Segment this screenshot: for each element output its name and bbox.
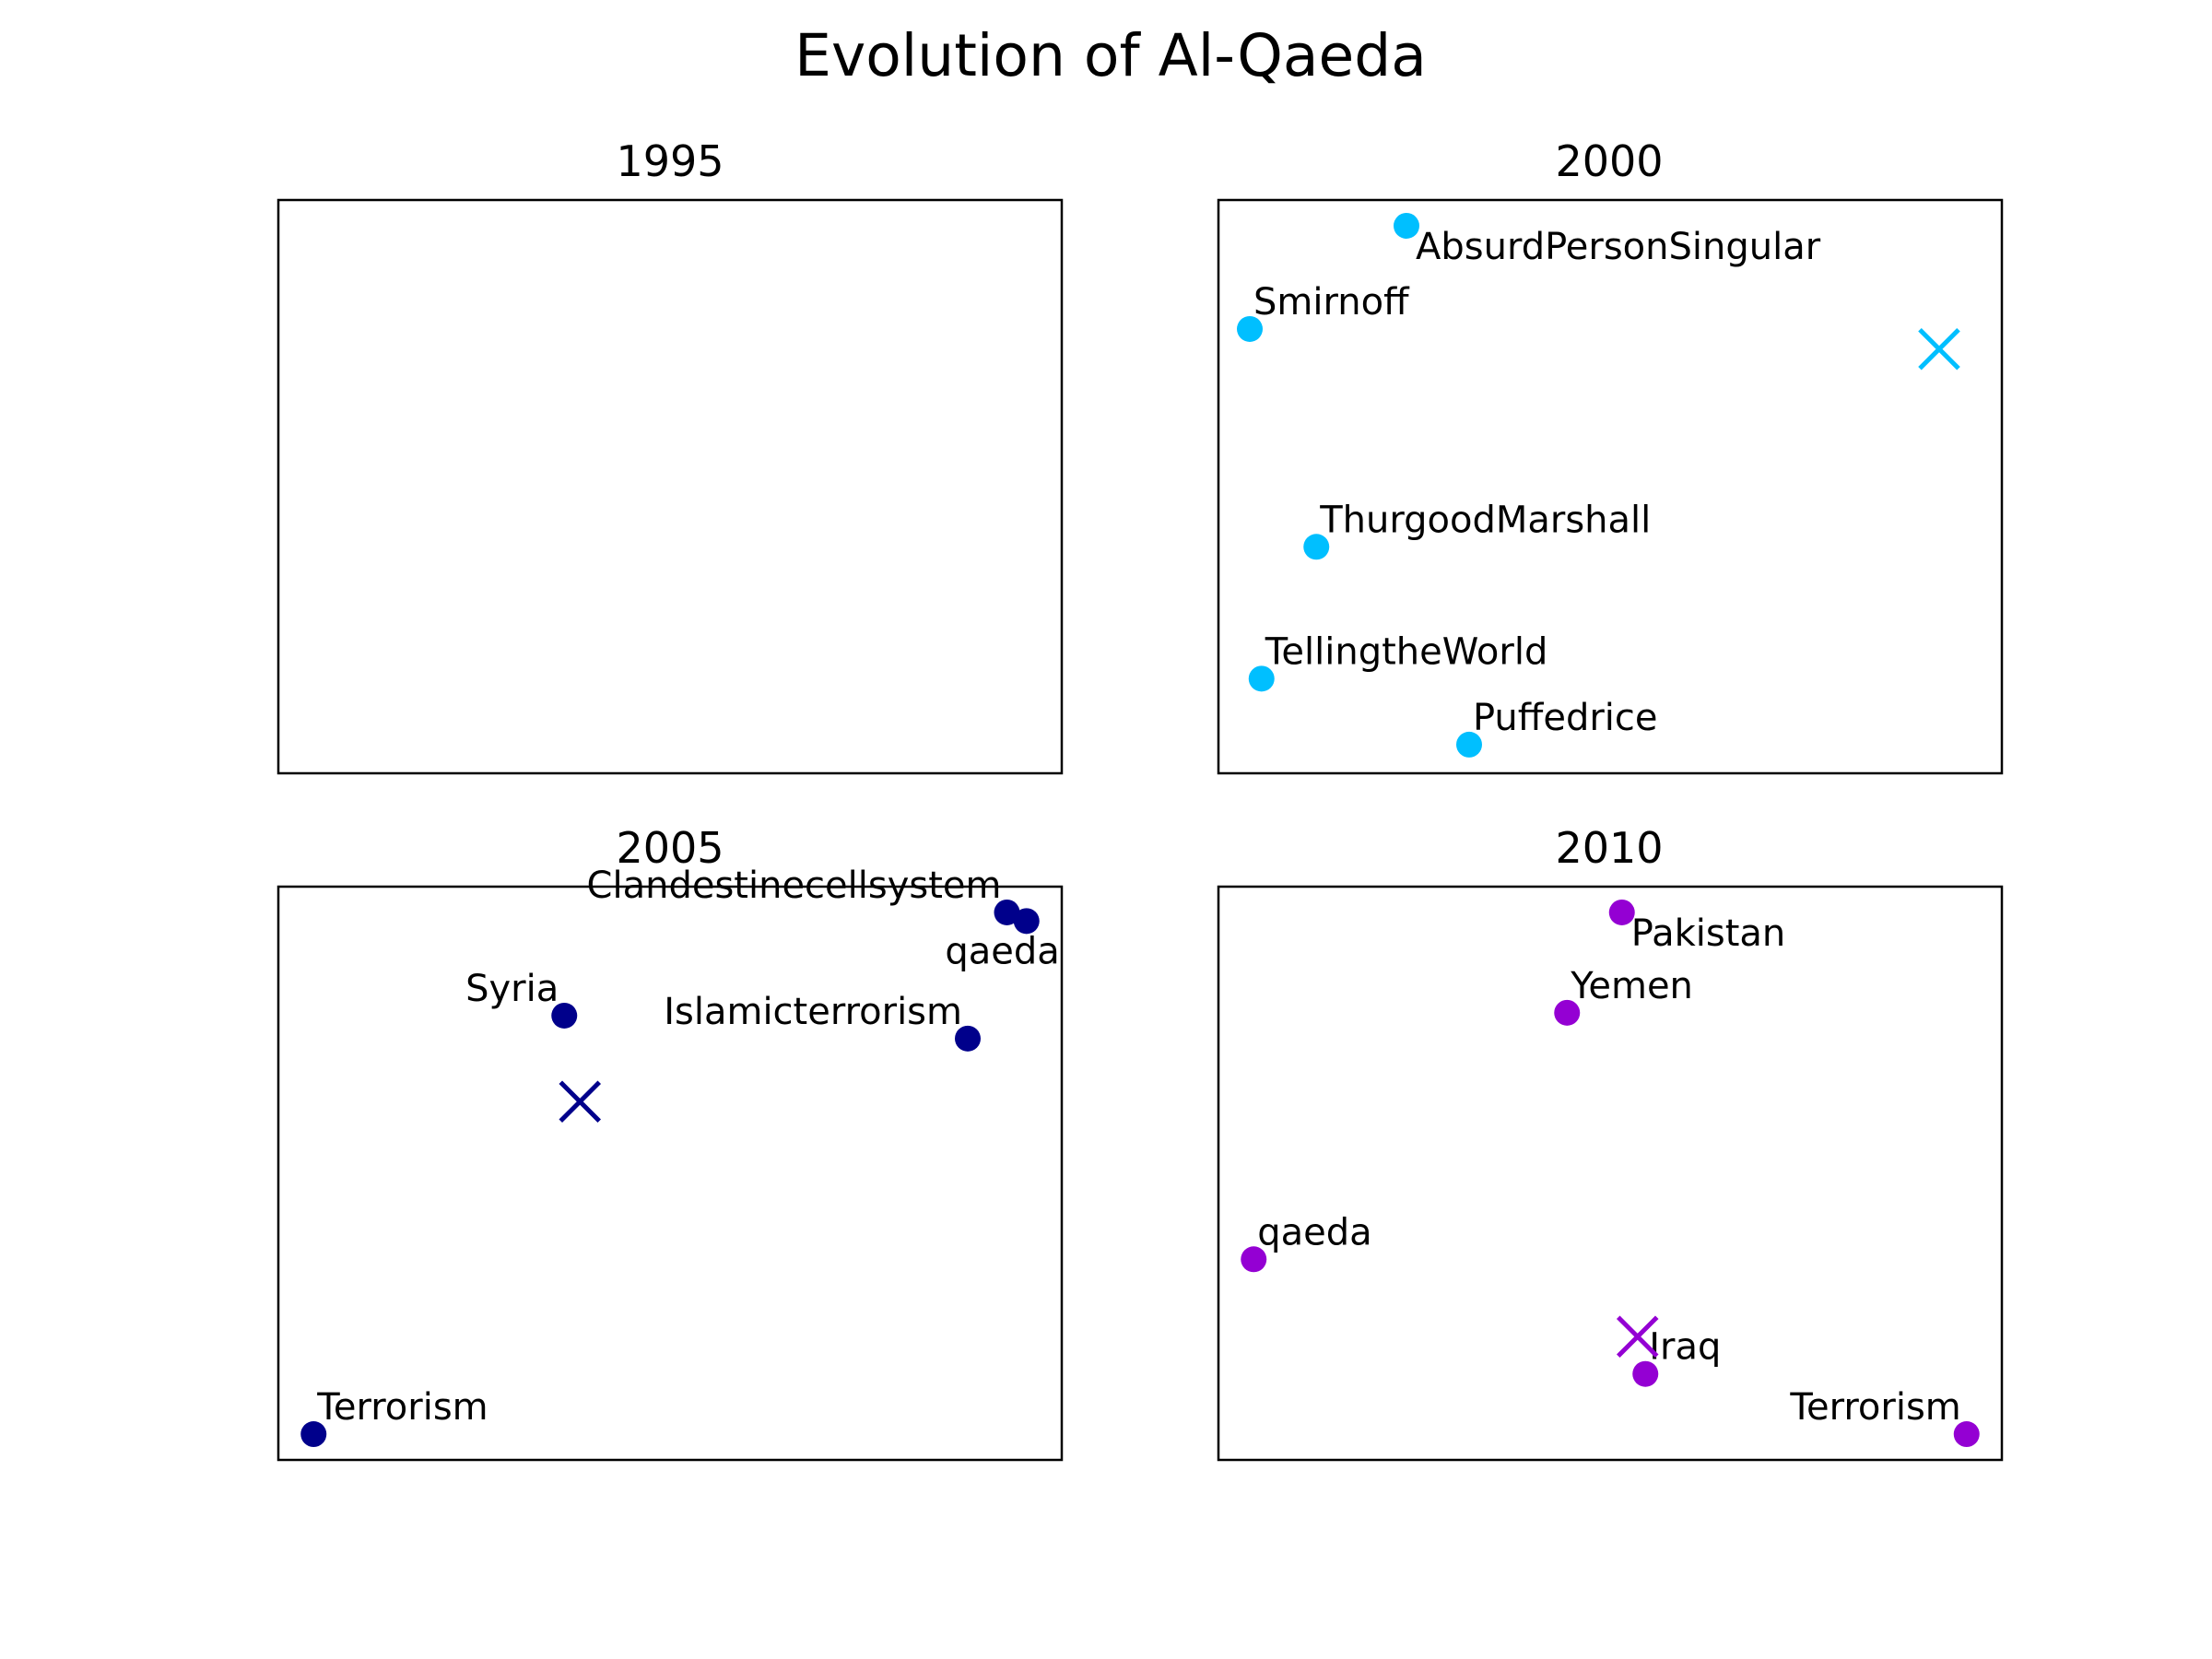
panel-frame-2005: [276, 885, 1064, 1462]
point-2005-islamicterrorism: [955, 1025, 981, 1052]
label-2000-thurgoodmarshall: ThurgoodMarshall: [1319, 499, 1651, 541]
label-2010-terrorism: Terrorism: [1789, 1386, 1960, 1429]
point-2005-syria: [551, 1002, 578, 1029]
label-2005-clandestinecellsystem: Clandestinecellsystem: [587, 865, 1002, 907]
label-2005-syria: Syria: [465, 968, 559, 1010]
point-2010-iraq: [1632, 1360, 1659, 1387]
centroid-marker-2010: [1616, 1315, 1659, 1359]
panel-title-2010: 2010: [1555, 823, 1663, 873]
panel-frame-1995: [276, 198, 1064, 775]
panel-2010: 2010 Pakistan Yemen qaeda Iraq Terrorism: [1217, 823, 2004, 1462]
panel-marks-2010: Pakistan Yemen qaeda Iraq Terrorism: [1241, 899, 1980, 1448]
panel-title-1995: 1995: [616, 136, 724, 186]
panel-frame-2010: [1217, 885, 2004, 1462]
point-2000-absurdpersonsingular: [1394, 212, 1419, 239]
panel-frame-2000: [1217, 198, 2004, 775]
label-2010-iraq: Iraq: [1649, 1326, 1721, 1369]
point-2010-yemen: [1554, 999, 1581, 1026]
point-2000-tellingtheworld: [1248, 665, 1275, 692]
label-2000-puffedrice: Puffedrice: [1473, 697, 1658, 739]
point-2010-terrorism: [1953, 1421, 1980, 1448]
label-2000-tellingtheworld: TellingtheWorld: [1265, 630, 1548, 673]
panel-title-2000: 2000: [1555, 136, 1663, 186]
label-2010-yemen: Yemen: [1570, 965, 1693, 1007]
label-2000-smirnoff: Smirnoff: [1253, 281, 1410, 324]
centroid-marker-2000: [1918, 327, 1960, 371]
point-2000-thurgoodmarshall: [1303, 534, 1330, 560]
label-2005-islamicterrorism: Islamicterrorism: [664, 991, 962, 1033]
label-2000-absurdpersonsingular: AbsurdPersonSingular: [1416, 226, 1821, 268]
label-2010-qaeda: qaeda: [1257, 1211, 1371, 1253]
panel-title-2005: 2005: [616, 823, 724, 873]
point-2005-qaeda: [1013, 908, 1040, 935]
point-2005-terrorism: [300, 1421, 327, 1448]
panel-2005: 2005 Clandestinecellsystem qaeda Syria Isla…: [276, 823, 1064, 1462]
label-2010-pakistan: Pakistan: [1631, 912, 1786, 955]
point-2010-pakistan: [1608, 899, 1635, 925]
label-2005-terrorism: Terrorism: [316, 1386, 488, 1429]
point-2000-puffedrice: [1456, 731, 1482, 758]
chart-title: Evolution of Al-Qaeda: [794, 22, 1427, 89]
label-2005-qaeda: qaeda: [945, 930, 1059, 972]
point-2005-clandestinecellsystem: [994, 899, 1020, 925]
point-2010-qaeda: [1241, 1246, 1267, 1273]
centroid-marker-2005: [559, 1080, 602, 1124]
point-2000-smirnoff: [1237, 315, 1263, 342]
panel-1995: 1995: [276, 136, 1064, 775]
panel-marks-2005: Clandestinecellsystem qaeda Syria Islamicte…: [300, 865, 1060, 1448]
